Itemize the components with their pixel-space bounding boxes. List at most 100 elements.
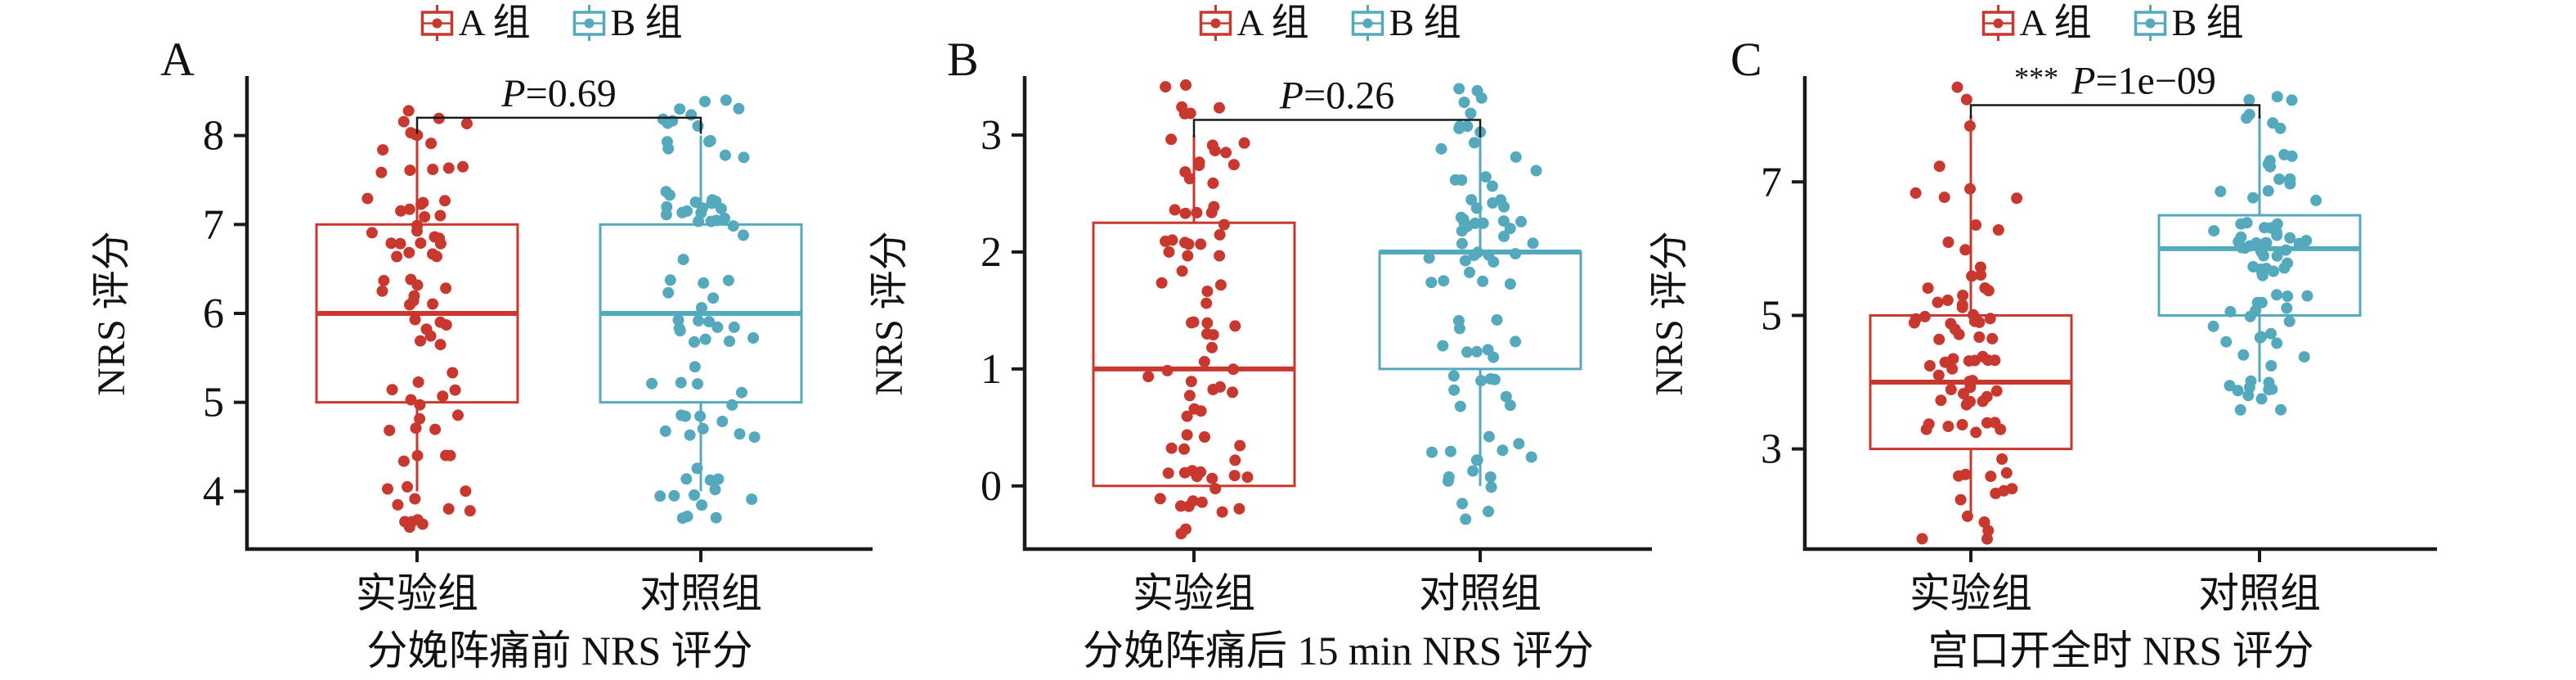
- data-point: [2260, 237, 2272, 249]
- data-point: [1956, 419, 1968, 430]
- data-point: [1456, 174, 1468, 186]
- data-point: [734, 428, 746, 440]
- data-point: [2011, 192, 2023, 205]
- data-point: [392, 498, 404, 511]
- box-group-experimental: [1092, 79, 1296, 540]
- data-point: [427, 298, 439, 310]
- data-point: [377, 144, 389, 156]
- data-point: [698, 277, 710, 289]
- data-point: [1984, 313, 1996, 325]
- data-point: [1504, 399, 1516, 412]
- data-point: [2237, 349, 2250, 361]
- jitter-points: [1142, 79, 1254, 540]
- data-point: [1205, 206, 1218, 218]
- data-point: [1973, 331, 1986, 343]
- data-point: [2286, 150, 2298, 162]
- data-point: [1989, 354, 2001, 367]
- data-point: [437, 390, 449, 403]
- data-point: [699, 333, 711, 345]
- data-point: [1968, 308, 1979, 321]
- data-point: [2241, 217, 2253, 229]
- x-group-label: 对照组: [2198, 570, 2321, 616]
- p-value-label: P=0.26: [1279, 74, 1394, 117]
- data-point: [1184, 107, 1196, 119]
- data-point: [2220, 335, 2233, 348]
- data-point: [1938, 191, 1950, 204]
- significance-bracket: [1969, 104, 2261, 119]
- data-point: [693, 314, 705, 326]
- data-point: [366, 227, 378, 239]
- data-point: [1504, 278, 1516, 290]
- data-point: [2258, 250, 2269, 262]
- data-point: [1229, 454, 1241, 466]
- jitter-points: [1908, 81, 2023, 545]
- data-point: [674, 325, 686, 337]
- data-point: [1162, 467, 1174, 480]
- data-point: [2263, 384, 2275, 396]
- data-point: [1498, 230, 1510, 242]
- data-point: [1919, 310, 1931, 322]
- data-point: [675, 376, 687, 389]
- data-point: [1183, 390, 1196, 402]
- data-point: [404, 164, 416, 177]
- data-point: [402, 480, 414, 493]
- data-point: [442, 162, 455, 174]
- data-point: [672, 314, 684, 326]
- box-group-control: [1378, 83, 1582, 525]
- data-point: [1456, 498, 1469, 510]
- data-point: [1423, 252, 1435, 264]
- data-point: [1169, 204, 1181, 216]
- y-axis-title: NRS 评分: [868, 231, 911, 395]
- data-point: [1195, 238, 1207, 250]
- panel-caption: 分娩阵痛后 15 min NRS 评分: [1083, 628, 1594, 673]
- data-point: [1228, 470, 1241, 482]
- significance-bracket: [1192, 119, 1482, 137]
- y-tick-label: 4: [203, 468, 224, 515]
- boxplot-key-icon: [1199, 5, 1232, 41]
- data-point: [1459, 254, 1471, 267]
- data-point: [412, 376, 424, 388]
- data-point: [410, 128, 422, 141]
- data-point: [719, 149, 731, 161]
- data-point: [1990, 385, 2003, 397]
- data-point: [659, 425, 671, 437]
- data-point: [378, 274, 390, 286]
- data-point: [1188, 403, 1200, 415]
- box-group-control: [599, 94, 803, 525]
- panel-letter: B: [947, 33, 979, 86]
- data-point: [1209, 483, 1222, 495]
- data-point: [662, 142, 675, 155]
- data-point: [689, 489, 700, 501]
- data-point: [1186, 465, 1198, 477]
- data-point: [416, 518, 429, 530]
- data-point: [1475, 375, 1488, 387]
- data-point: [1982, 525, 1995, 537]
- data-point: [1142, 371, 1155, 383]
- data-point: [1201, 317, 1214, 329]
- data-point: [385, 237, 397, 250]
- data-point: [1467, 465, 1479, 477]
- data-point: [397, 455, 410, 467]
- legend-label: A 组: [459, 2, 531, 43]
- data-point: [399, 516, 411, 528]
- data-point: [746, 493, 758, 506]
- data-point: [1444, 445, 1456, 457]
- data-point: [704, 135, 716, 146]
- data-point: [2283, 315, 2296, 327]
- data-point: [1966, 270, 1978, 282]
- y-tick-label: 0: [981, 463, 1002, 510]
- y-tick-label: 5: [203, 380, 224, 426]
- boxplot-key-icon: [420, 5, 454, 41]
- data-point: [1959, 244, 1972, 256]
- data-point: [2259, 222, 2270, 234]
- data-point: [738, 229, 749, 241]
- data-point: [429, 423, 442, 435]
- data-point: [404, 299, 415, 311]
- data-point: [1227, 386, 1239, 399]
- data-point: [1220, 146, 1232, 159]
- x-group-label: 实验组: [1910, 570, 2032, 616]
- box-group-experimental: [1869, 81, 2073, 545]
- data-point: [411, 279, 424, 291]
- data-point: [660, 209, 672, 221]
